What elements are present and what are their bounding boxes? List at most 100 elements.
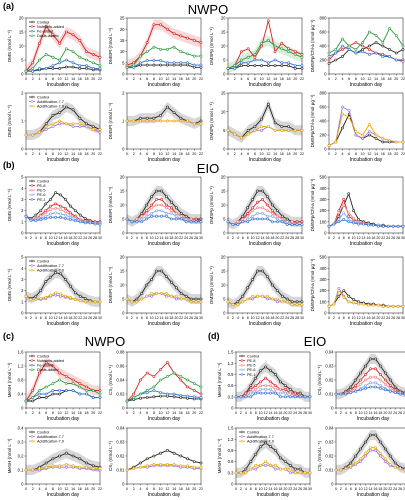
data-point [354, 48, 358, 51]
y-tick-label: 0.06 [116, 364, 125, 369]
data-point [261, 206, 264, 210]
data-point [401, 44, 405, 48]
data-point [165, 195, 168, 199]
data-point [44, 385, 48, 389]
data-point [246, 132, 250, 136]
y-tick-label: 200 [320, 288, 328, 293]
y-tick-label: 15 [221, 269, 226, 274]
data-point [85, 461, 88, 465]
y-tick-label: 0 [122, 482, 125, 487]
x-tick-label: 16 [78, 77, 82, 81]
data-point [140, 291, 144, 295]
data-point [308, 395, 312, 399]
y-tick-label: 0.04 [116, 426, 125, 431]
data-point [290, 303, 294, 307]
y-axis-label: DMS (nmol L⁻¹) [7, 188, 12, 221]
y-tick-label: 0.9 [228, 448, 234, 453]
x-tick-label: 12 [367, 77, 371, 81]
data-point [383, 447, 387, 451]
data-point [85, 392, 88, 396]
data-point [364, 454, 368, 458]
data-point [341, 55, 344, 58]
y-axis-label: MeSH (nmol L⁻¹) [217, 362, 222, 397]
x-tick-label: 10 [260, 152, 264, 156]
x-tick-label: 22 [199, 152, 203, 156]
x-axis-label: Incubation day [148, 157, 181, 163]
data-point [83, 217, 87, 220]
data-point [71, 50, 75, 54]
data-point [51, 392, 55, 396]
x-tick-label: 12 [165, 487, 169, 491]
data-point [179, 116, 183, 120]
x-tick-label: 20 [91, 152, 95, 156]
x-tick-label: 16 [273, 487, 277, 491]
data-point [342, 218, 346, 221]
x-tick-label: 30 [308, 487, 312, 491]
data-point [51, 122, 55, 126]
data-point [236, 223, 240, 227]
data-point [383, 371, 387, 375]
x-tick-label: 8 [355, 411, 357, 415]
data-point [357, 218, 361, 221]
x-tick-label: 6 [45, 152, 47, 156]
data-point [264, 441, 268, 445]
data-point [31, 389, 35, 392]
y-tick-label: 0 [223, 147, 226, 152]
data-point [145, 59, 149, 62]
data-point [378, 386, 382, 390]
data-point [295, 300, 299, 304]
legend-entry: PE-6 [37, 193, 45, 197]
data-point [295, 303, 299, 307]
x-tick-label: 8 [52, 152, 54, 156]
data-point [334, 51, 338, 55]
legend-entry: Dusts-added [37, 34, 59, 38]
series-line-acidification-7-9 [25, 292, 100, 303]
data-point [91, 127, 95, 131]
data-point [378, 372, 382, 376]
data-point [85, 67, 88, 70]
data-point [275, 289, 279, 293]
data-point [29, 219, 33, 223]
data-point [179, 34, 183, 38]
data-point [31, 67, 35, 70]
x-tick-label: 10 [352, 236, 356, 240]
data-point [388, 378, 392, 382]
x-tick-label: 20 [394, 152, 398, 156]
data-point [165, 294, 168, 298]
x-tick-label: 12 [367, 152, 371, 156]
x-tick-label: 22 [179, 236, 183, 240]
data-point [93, 300, 97, 304]
x-tick-label: 18 [378, 411, 382, 415]
data-point [179, 50, 183, 54]
series-line-pe-5 [126, 204, 201, 223]
x-tick-label: 20 [376, 236, 380, 240]
data-point [246, 47, 250, 51]
data-point [58, 464, 62, 468]
x-tick-label: 28 [93, 236, 97, 240]
x-tick-label: 10 [58, 152, 62, 156]
data-point [186, 464, 189, 468]
data-point [383, 378, 387, 382]
data-point [135, 300, 139, 304]
x-tick-label: 20 [383, 487, 387, 491]
x-tick-label: 12 [357, 236, 361, 240]
x-axis-label: Incubation day [148, 492, 181, 498]
legend-entry: Nutrients-added [37, 25, 64, 29]
legend-marker [240, 373, 244, 376]
x-tick-label: 26 [88, 316, 92, 320]
y-tick-label: 400 [320, 266, 328, 271]
series-line-pe-1 [236, 392, 310, 398]
series-line-control [227, 270, 302, 306]
data-point [174, 211, 178, 215]
data-point [278, 395, 282, 399]
data-point [31, 468, 35, 472]
data-point [179, 214, 183, 218]
data-point [49, 197, 53, 201]
series-line-acidification-7-9 [126, 292, 201, 303]
data-point [283, 391, 287, 395]
x-tick-label: 6 [343, 316, 345, 320]
data-point [91, 396, 95, 399]
x-tick-label: 22 [98, 152, 102, 156]
